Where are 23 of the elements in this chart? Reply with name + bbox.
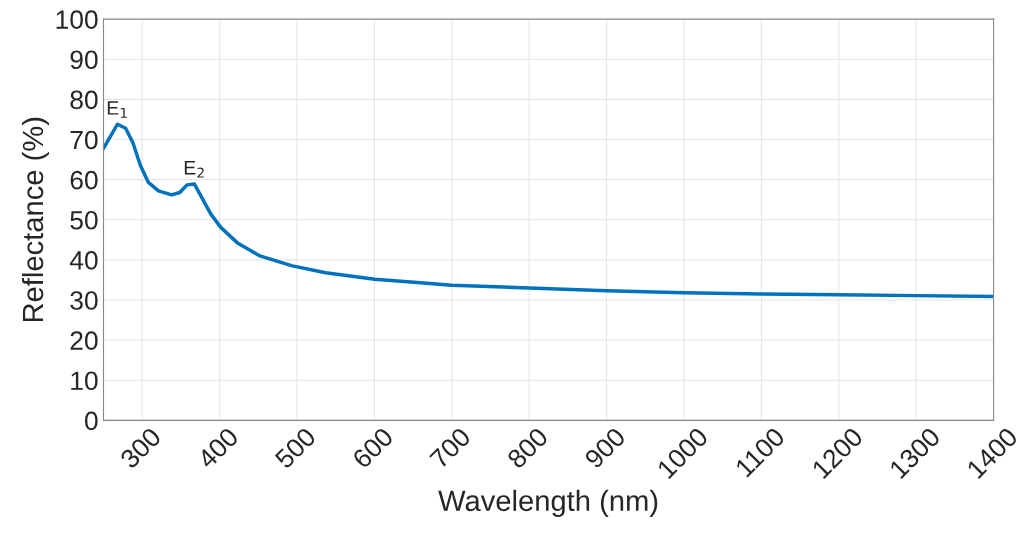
y-tick-label: 80 bbox=[70, 90, 98, 110]
y-tick-label: 60 bbox=[70, 170, 98, 190]
x-tick-label: 800 bbox=[506, 426, 550, 470]
y-axis-title: Reflectance (%) bbox=[21, 117, 50, 322]
y-tick-label: 20 bbox=[70, 331, 98, 350]
x-tick-label: 600 bbox=[351, 426, 395, 470]
y-tick-label: 10 bbox=[71, 371, 98, 391]
annotation: E$_{2}$ bbox=[184, 161, 204, 178]
y-tick-label: 100 bbox=[56, 10, 98, 29]
x-tick-label: 300 bbox=[119, 426, 163, 470]
x-tick-label: 900 bbox=[583, 426, 627, 470]
x-axis-title: Wavelength (nm) bbox=[438, 489, 658, 517]
y-tick-label: 50 bbox=[70, 210, 98, 230]
x-tick-label: 700 bbox=[428, 426, 472, 470]
x-tick-label: 400 bbox=[196, 426, 240, 470]
y-tick-label: 40 bbox=[69, 251, 98, 270]
annotation: E$_{1}$ bbox=[107, 101, 127, 118]
y-tick-label: 30 bbox=[70, 291, 98, 310]
y-tick-label: 0 bbox=[85, 411, 98, 431]
y-tick-label: 70 bbox=[70, 130, 98, 150]
x-tick-label: 500 bbox=[273, 426, 317, 470]
y-tick-label: 90 bbox=[70, 50, 98, 70]
line-series bbox=[103, 122, 994, 299]
